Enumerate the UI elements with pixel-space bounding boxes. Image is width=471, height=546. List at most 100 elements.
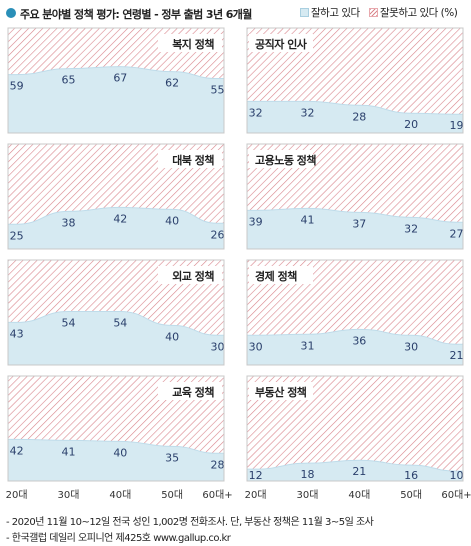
panel-title-backdrop xyxy=(249,34,313,52)
panel-border xyxy=(7,259,225,366)
panel-title: 고용노동 정책 xyxy=(255,153,316,167)
good-area xyxy=(7,206,225,250)
x-tick-label: 30대 xyxy=(297,489,319,501)
x-tick-label: 60대+ xyxy=(202,489,232,501)
x-tick-label: 20대 xyxy=(6,489,28,501)
good-area xyxy=(246,328,464,366)
data-label: 26 xyxy=(211,228,225,241)
panel-border xyxy=(246,143,464,250)
panel-title-backdrop xyxy=(158,382,222,400)
data-label: 41 xyxy=(300,213,314,226)
x-tick-label: 40대 xyxy=(109,489,131,501)
panel-title: 대북 정책 xyxy=(172,153,214,167)
panel-title: 복지 정책 xyxy=(172,37,214,51)
data-label: 42 xyxy=(113,212,127,225)
data-label: 43 xyxy=(10,327,24,340)
data-label: 28 xyxy=(211,458,225,471)
data-label: 39 xyxy=(249,215,263,228)
x-tick-label: 30대 xyxy=(58,489,80,501)
panel-title: 공직자 인사 xyxy=(255,37,308,51)
panel-title-backdrop xyxy=(158,150,222,168)
panel-4: 39 41 37 32 27 고용노동 정책 xyxy=(246,143,464,250)
data-label: 65 xyxy=(61,74,75,87)
data-label: 40 xyxy=(165,330,179,343)
panel-border xyxy=(246,259,464,366)
data-label: 21 xyxy=(450,349,464,362)
data-label: 12 xyxy=(249,469,263,482)
panel-5: 43 54 54 40 30 외교 정책 xyxy=(7,259,225,366)
x-tick-label: 60대+ xyxy=(441,489,471,501)
title-bullet-icon xyxy=(6,8,16,18)
panel-title: 경제 정책 xyxy=(255,269,297,283)
data-label: 19 xyxy=(450,119,464,132)
panel-title-backdrop xyxy=(158,34,222,52)
data-label: 42 xyxy=(10,444,24,457)
data-label: 30 xyxy=(404,340,418,353)
panel-3: 25 38 42 40 26 대북 정책 xyxy=(7,143,225,250)
data-label: 30 xyxy=(211,340,225,353)
panel-border xyxy=(7,27,225,134)
data-label: 59 xyxy=(10,80,24,93)
x-tick-label: 20대 xyxy=(245,489,267,501)
data-label: 32 xyxy=(300,106,314,119)
panel-title-backdrop xyxy=(249,150,313,168)
data-label: 36 xyxy=(352,334,366,347)
panel-7: 42 41 40 35 28 교육 정책 xyxy=(7,375,225,482)
panel-title-backdrop xyxy=(249,382,313,400)
data-label: 27 xyxy=(450,227,464,240)
legend-good-label: 잘하고 있다 xyxy=(311,7,360,19)
panel-1: 59 65 67 62 55 복지 정책 xyxy=(7,27,225,134)
panel-border xyxy=(7,375,225,482)
data-label: 18 xyxy=(300,468,314,481)
legend-good-swatch xyxy=(300,8,309,17)
good-area xyxy=(7,66,225,134)
good-area xyxy=(246,459,464,482)
panel-title-backdrop xyxy=(158,266,222,284)
panel-border xyxy=(246,375,464,482)
panel-border xyxy=(7,143,225,250)
panel-border xyxy=(246,27,464,134)
legend-bad-label: 잘못하고 있다 (%) xyxy=(380,7,458,19)
data-label: 10 xyxy=(450,469,464,482)
good-area xyxy=(7,438,225,482)
good-area xyxy=(246,100,464,134)
data-label: 54 xyxy=(113,317,127,330)
data-label: 55 xyxy=(211,84,225,97)
data-label: 38 xyxy=(61,216,75,229)
panel-6: 30 31 36 30 21 경제 정책 xyxy=(246,259,464,366)
source-note: - 한국갤럽 데일리 오피니언 제425호 www.gallup.co.kr xyxy=(6,533,231,544)
data-label: 41 xyxy=(61,445,75,458)
data-label: 25 xyxy=(10,229,24,242)
good-area xyxy=(7,311,225,366)
data-label: 37 xyxy=(352,217,366,230)
panel-title: 교육 정책 xyxy=(172,385,214,399)
data-label: 20 xyxy=(404,118,418,131)
survey-note: - 2020년 11월 10~12일 전국 성인 1,002명 전화조사. 단,… xyxy=(6,517,374,528)
x-tick-label: 50대 xyxy=(161,489,183,501)
data-label: 21 xyxy=(352,465,366,478)
good-area xyxy=(246,207,464,250)
data-label: 28 xyxy=(352,110,366,123)
panel-title: 외교 정책 xyxy=(172,269,214,283)
data-label: 54 xyxy=(61,317,75,330)
x-tick-label: 50대 xyxy=(400,489,422,501)
data-label: 31 xyxy=(300,339,314,352)
data-label: 40 xyxy=(165,214,179,227)
data-label: 30 xyxy=(249,340,263,353)
data-label: 16 xyxy=(404,469,418,482)
data-label: 32 xyxy=(249,106,263,119)
data-label: 62 xyxy=(165,77,179,90)
data-label: 35 xyxy=(165,451,179,464)
panel-title: 부동산 정책 xyxy=(255,385,307,399)
x-tick-label: 40대 xyxy=(348,489,370,501)
panel-8: 12 18 21 16 10 부동산 정책 xyxy=(246,375,464,482)
chart-title: 주요 분야별 정책 평가: 연령별 - 정부 출범 3년 6개월 xyxy=(20,8,252,21)
panel-2: 32 32 28 20 19 공직자 인사 xyxy=(246,27,464,134)
data-label: 67 xyxy=(113,72,127,85)
data-label: 32 xyxy=(404,222,418,235)
chart-header: 주요 분야별 정책 평가: 연령별 - 정부 출범 3년 6개월 잘하고 있다 … xyxy=(0,0,471,26)
panel-title-backdrop xyxy=(249,266,313,284)
data-label: 40 xyxy=(113,446,127,459)
legend-bad-swatch xyxy=(369,8,378,17)
